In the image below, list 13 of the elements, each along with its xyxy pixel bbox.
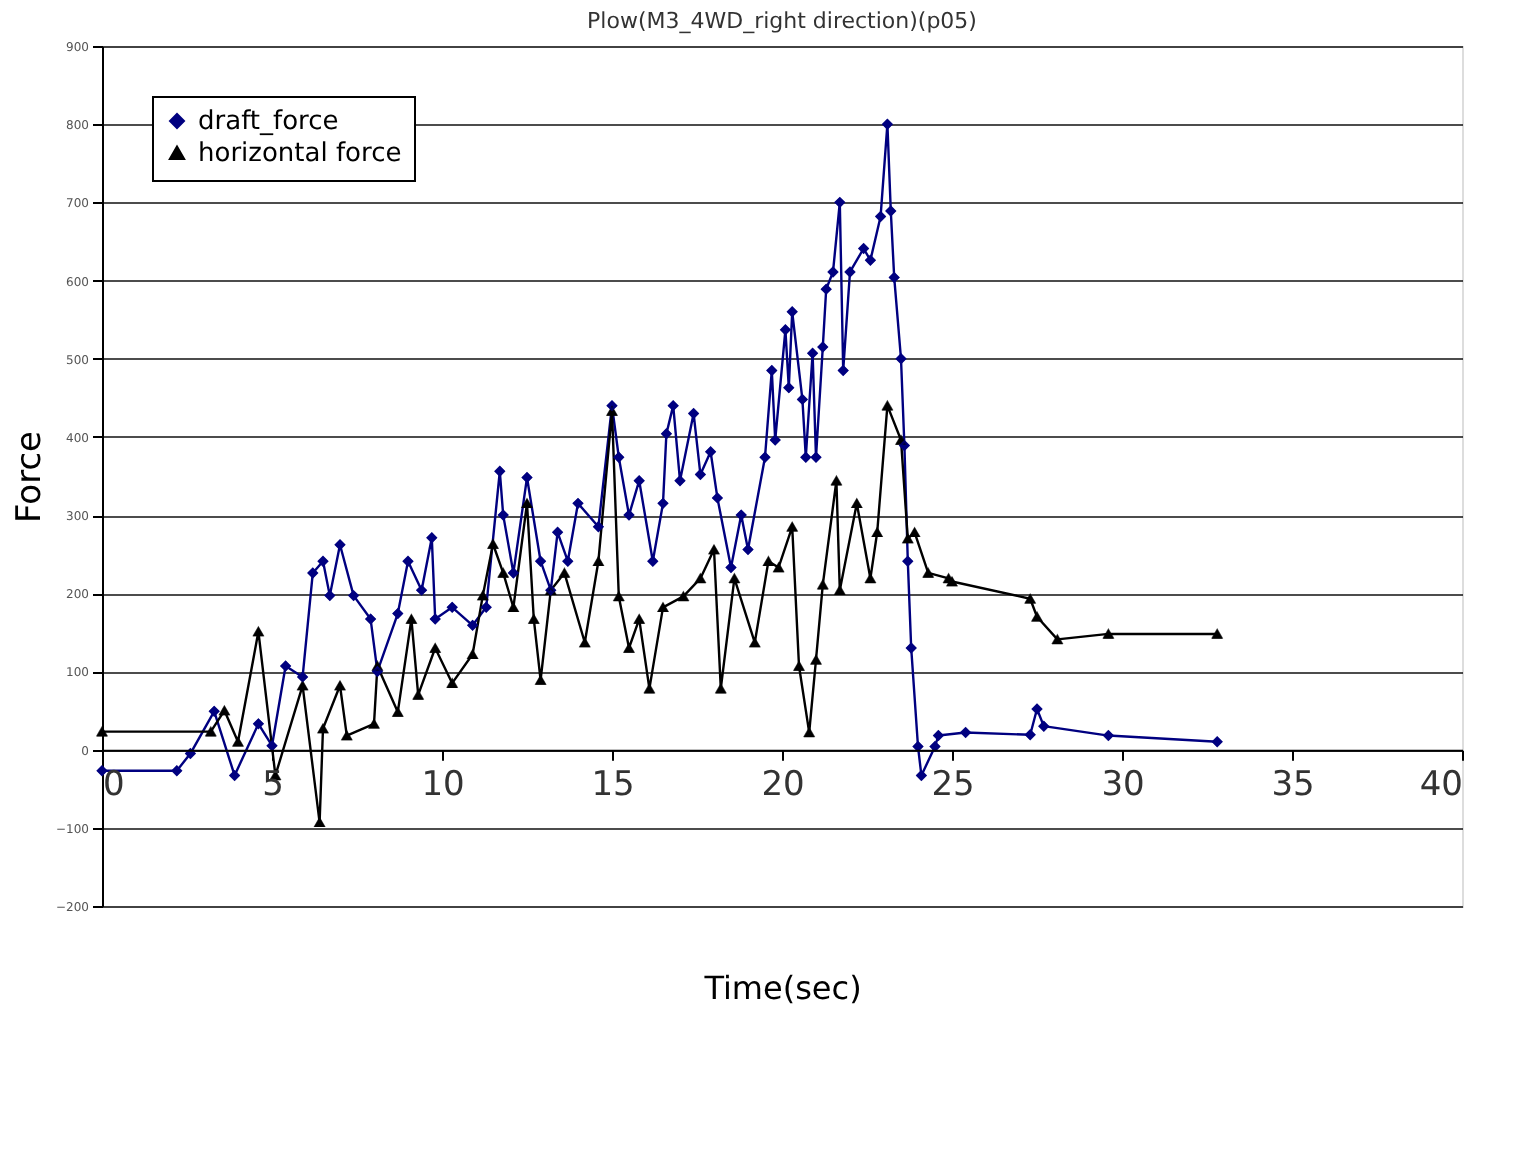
x-tick-label: 0 [103, 764, 125, 805]
legend-label: horizontal force [198, 139, 402, 169]
legend-label: draft_force [198, 107, 339, 137]
x-tick-label: 10 [421, 764, 465, 805]
x-tick-label: 35 [1271, 764, 1315, 805]
x-tick-label: 15 [591, 764, 635, 805]
x-tick-label: 30 [1101, 764, 1145, 805]
x-tick-label: 40 [1419, 764, 1463, 805]
x-tick-label: 20 [761, 764, 805, 805]
chart-title: Plow(M3_4WD_right direction)(p05) [587, 8, 977, 34]
y-axis-title: Force [10, 431, 51, 523]
x-axis-title: Time(sec) [702, 969, 862, 1007]
x-tick-label: 25 [931, 764, 975, 805]
